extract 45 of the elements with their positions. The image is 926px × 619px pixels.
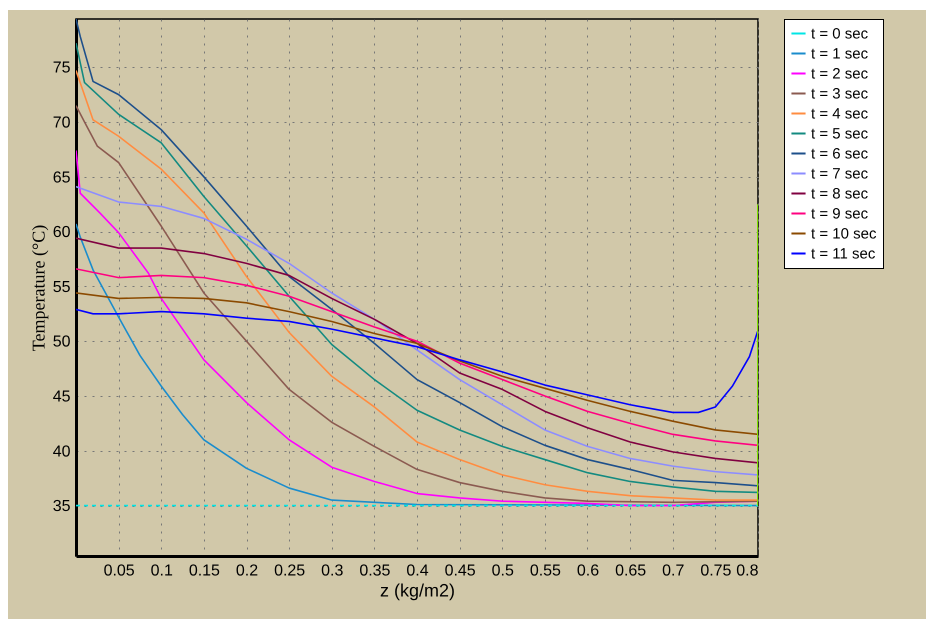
- y-tick-label: 45: [52, 388, 71, 406]
- x-tick-label: 0.7: [662, 562, 684, 580]
- legend-label: t = 6 sec: [811, 146, 869, 162]
- legend-label: t = 7 sec: [811, 166, 869, 182]
- y-tick-label: 35: [52, 498, 71, 516]
- x-tick-label: 0.5: [492, 562, 514, 580]
- line-series: [76, 237, 758, 464]
- y-tick-label: 60: [52, 224, 71, 242]
- y-tick-label: 75: [52, 60, 71, 77]
- x-tick-label: 0.2: [236, 562, 258, 580]
- x-tick-label: 0.05: [104, 562, 135, 580]
- y-tick-label: 55: [52, 278, 71, 296]
- legend-label: t = 3 sec: [811, 86, 869, 102]
- x-tick-label: 0.25: [274, 562, 306, 580]
- line-series: [76, 186, 758, 476]
- x-tick-label: 0.4: [406, 562, 429, 580]
- legend-label: t = 9 sec: [811, 206, 869, 222]
- x-tick-label: 0.15: [188, 562, 220, 580]
- legend-label: t = 1 sec: [811, 46, 869, 62]
- x-tick-label: 0.35: [359, 562, 391, 580]
- x-tick-label: 0.3: [321, 562, 344, 580]
- legend-label: t = 11 sec: [811, 246, 876, 262]
- x-axis-title: z (kg/m2): [380, 580, 456, 600]
- legend-label: t = 5 sec: [811, 126, 869, 142]
- y-axis-title: Temperature (°C): [28, 224, 49, 352]
- legend-label: t = 4 sec: [811, 106, 869, 122]
- y-tick-label: 50: [52, 334, 71, 351]
- line-series: [76, 292, 758, 436]
- x-tick-label: 0.75: [700, 562, 732, 580]
- y-tick-label: 40: [52, 443, 71, 460]
- line-series: [76, 308, 758, 414]
- y-tick-label: 70: [52, 114, 71, 132]
- x-tick-label: 0.8: [736, 562, 759, 580]
- x-tick-label: 0.1: [150, 562, 173, 580]
- legend-label: t = 10 sec: [811, 226, 877, 242]
- x-tick-label: 0.55: [530, 562, 562, 580]
- line-series: [76, 268, 758, 446]
- x-tick-label: 0.6: [576, 562, 600, 580]
- x-tick-label: 0.65: [615, 562, 646, 580]
- y-tick-label: 65: [52, 169, 71, 186]
- legend-label: t = 8 sec: [811, 186, 869, 202]
- legend-label: t = 0 sec: [811, 26, 869, 42]
- legend-label: t = 2 sec: [811, 66, 869, 82]
- x-tick-label: 0.45: [444, 562, 476, 580]
- line-series: [76, 223, 758, 506]
